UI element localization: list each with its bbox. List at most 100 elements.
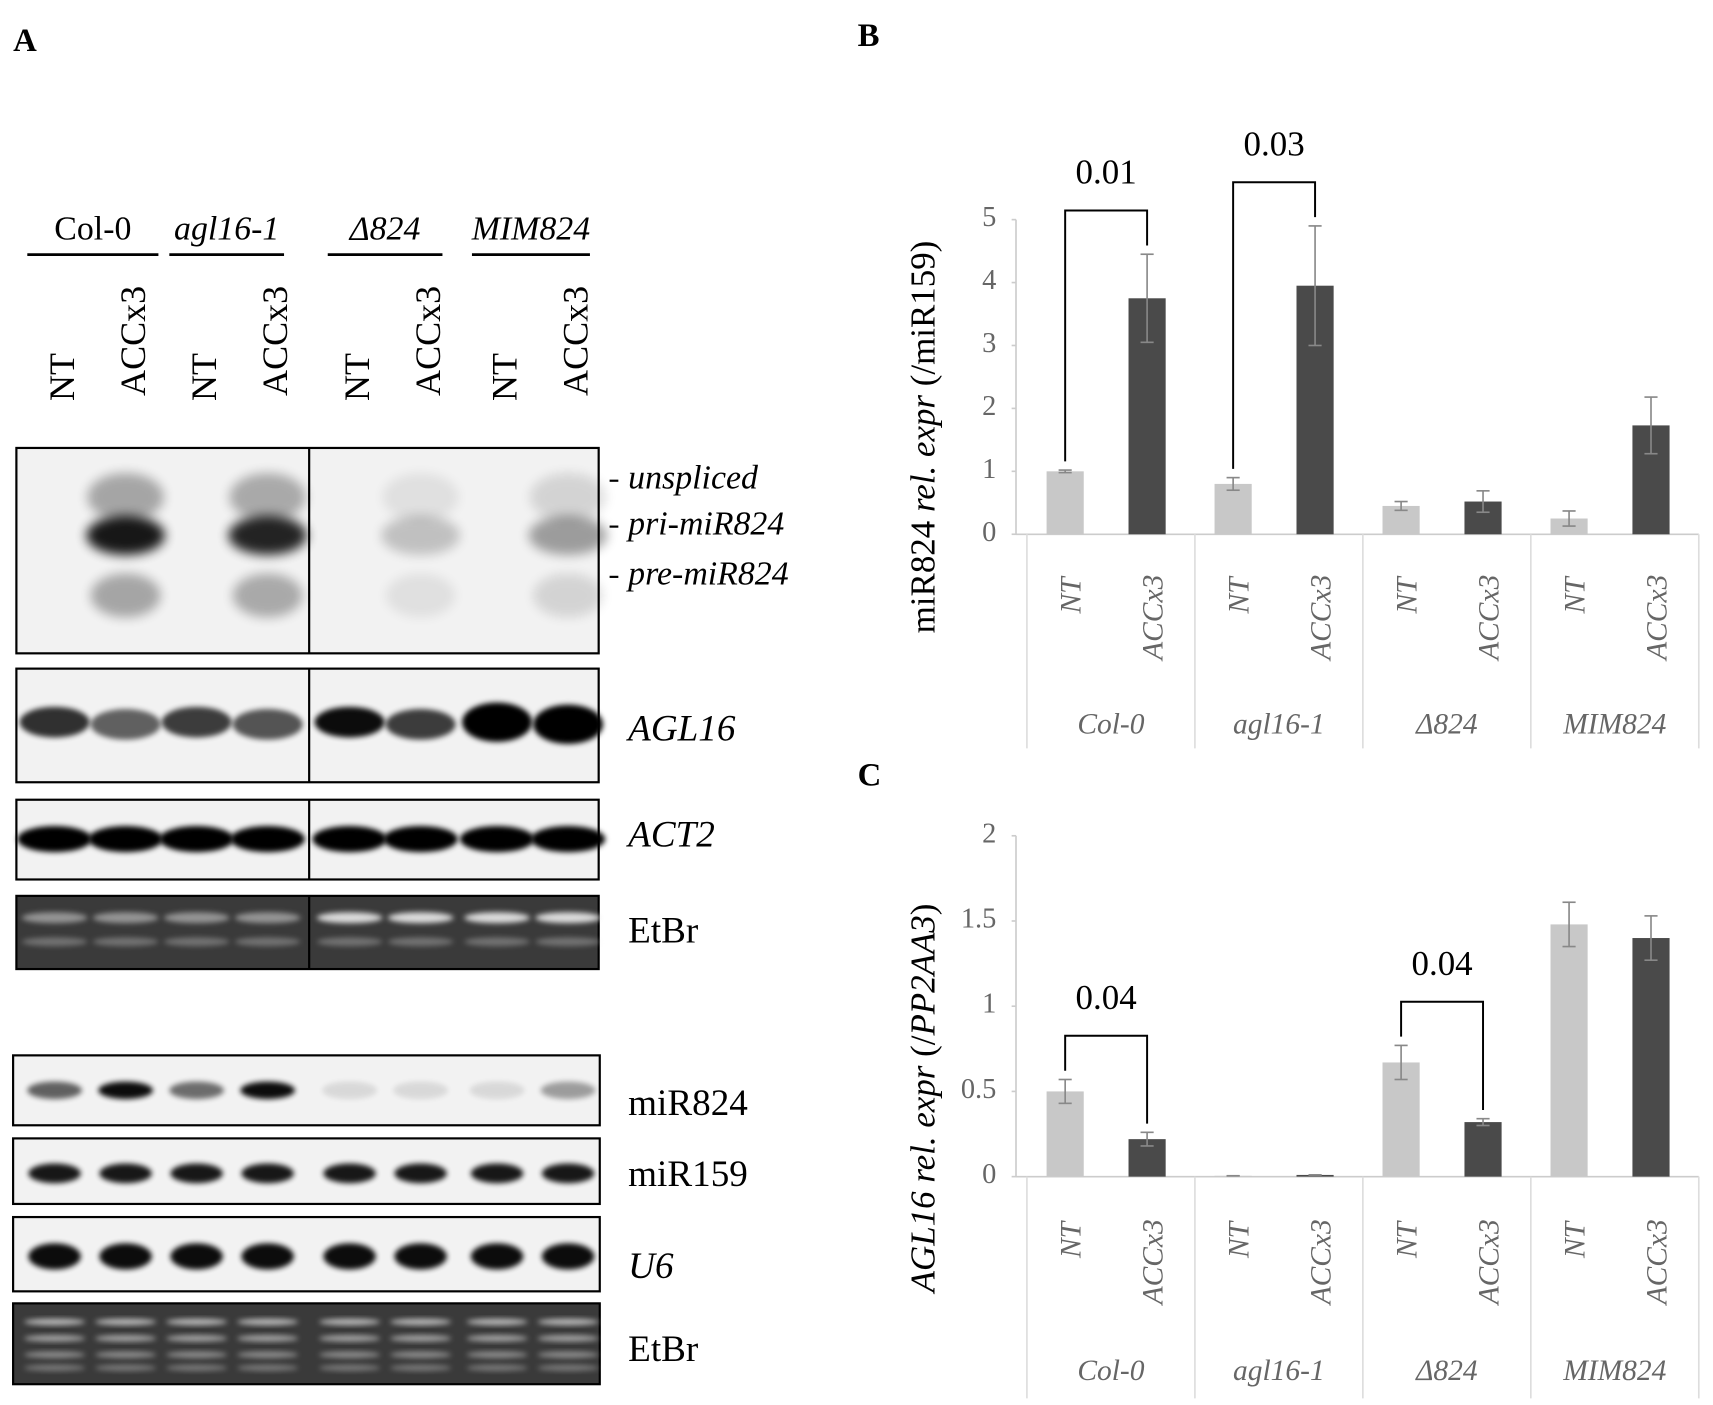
band <box>316 912 383 924</box>
band <box>390 1335 452 1342</box>
band <box>383 825 458 853</box>
band <box>464 937 530 947</box>
error-bar <box>1476 490 1490 514</box>
band <box>95 1335 157 1342</box>
band <box>319 1364 381 1372</box>
group-label: Col-0 <box>1077 1355 1144 1387</box>
band <box>27 1081 82 1100</box>
blot-label: miR159 <box>628 1154 748 1195</box>
blot-label: EtBr <box>628 1329 699 1370</box>
band <box>390 1364 452 1372</box>
band <box>541 1243 595 1270</box>
lane-label: NT <box>484 353 524 401</box>
blot-label: ACT2 <box>625 814 715 855</box>
band <box>161 706 232 738</box>
band <box>390 1351 452 1358</box>
band <box>540 1081 596 1100</box>
band <box>537 1364 599 1372</box>
bar <box>1550 924 1588 1177</box>
band <box>87 473 164 522</box>
blot-label: EtBr <box>628 911 699 952</box>
band <box>92 937 159 947</box>
blot <box>15 894 600 971</box>
band <box>241 1163 294 1184</box>
band <box>322 1081 377 1100</box>
blot-label: miR824 <box>628 1083 748 1124</box>
band <box>390 1318 452 1326</box>
band <box>170 1163 223 1184</box>
band <box>529 473 607 522</box>
y-tick-label: 4 <box>982 265 996 296</box>
band <box>312 825 387 853</box>
bar <box>1296 1174 1334 1177</box>
group-label: Δ824 <box>1415 1355 1478 1387</box>
band <box>24 1318 86 1326</box>
band <box>394 1163 447 1184</box>
y-tick-label: 1 <box>982 989 996 1020</box>
band <box>169 1081 224 1100</box>
blot-label: U6 <box>628 1246 674 1287</box>
y-tick-label: 3 <box>982 328 996 359</box>
band <box>319 1351 381 1358</box>
annotation: 0.04 <box>1411 944 1472 983</box>
group-label: agl16-1 <box>1233 708 1325 740</box>
band <box>17 825 92 853</box>
band <box>234 912 301 924</box>
bar <box>1046 1091 1084 1177</box>
error-bar <box>1394 1044 1408 1081</box>
band <box>469 1081 525 1100</box>
y-axis-label-part: (/miR159) <box>903 241 942 395</box>
band <box>537 1335 599 1342</box>
blot-label: pri-miR824 <box>626 505 784 542</box>
lane-label: NT <box>337 353 377 401</box>
band <box>535 912 601 924</box>
band <box>99 1243 152 1270</box>
blot-label: AGL16 <box>625 709 736 750</box>
band <box>28 1163 81 1184</box>
group-label: MIM824 <box>1562 1355 1666 1387</box>
x-tick-label: ACCx3 <box>1306 575 1338 662</box>
band <box>28 1243 81 1270</box>
x-tick-label: ACCx3 <box>1642 1219 1674 1306</box>
lane-label: NT <box>184 353 224 401</box>
bar <box>1632 938 1670 1177</box>
lane-label: ACCx3 <box>555 286 595 396</box>
band <box>393 1081 448 1100</box>
band <box>92 912 159 924</box>
panel-label: B <box>858 18 880 54</box>
annotation: 0.04 <box>1076 978 1137 1017</box>
y-axis-label-part: miR824 <box>903 512 942 633</box>
group-label: agl16-1 <box>1233 1355 1325 1387</box>
band <box>541 1163 595 1184</box>
band <box>229 473 306 522</box>
band <box>466 1364 528 1372</box>
error-bar <box>1140 253 1154 344</box>
y-axis-label-part: rel. expr <box>903 1065 942 1191</box>
error-bar <box>1140 1131 1154 1147</box>
band <box>385 709 456 740</box>
bar <box>1046 471 1084 535</box>
band <box>466 1318 528 1326</box>
y-tick-label: 0.5 <box>961 1074 997 1105</box>
band <box>381 515 460 556</box>
band <box>21 937 88 947</box>
bar <box>1464 1122 1502 1177</box>
band <box>387 937 454 947</box>
annotation: 0.03 <box>1244 124 1305 163</box>
band <box>90 573 161 618</box>
band <box>535 937 601 947</box>
x-tick-label: ACCx3 <box>1306 1219 1338 1306</box>
x-tick-label: NT <box>1560 1219 1592 1259</box>
y-axis-label-part: AGL16 <box>903 1191 942 1294</box>
band <box>470 1243 524 1270</box>
band <box>234 937 301 947</box>
y-axis-label: AGL16 rel. expr (/PP2AA3) <box>903 904 942 1295</box>
band <box>21 912 88 924</box>
band <box>537 1318 599 1326</box>
band <box>90 709 161 740</box>
error-bar <box>1476 1117 1490 1127</box>
x-tick-label: ACCx3 <box>1138 575 1170 662</box>
y-axis-label-part: ) <box>903 904 942 916</box>
x-tick-label: ACCx3 <box>1642 575 1674 662</box>
